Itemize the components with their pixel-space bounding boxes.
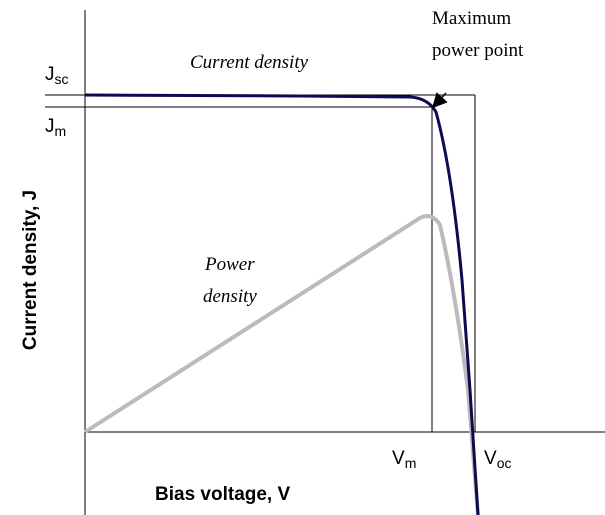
- jsc-label: Jsc: [45, 64, 69, 87]
- annotation: Power: [204, 254, 255, 275]
- y-axis-label: Current density, J: [20, 190, 41, 350]
- current-curve: [84, 93, 480, 515]
- x-axis-label: Bias voltage, V: [155, 484, 290, 505]
- label-sub: sc: [55, 71, 69, 87]
- mpp-arrow: [431, 92, 448, 109]
- label-main: V: [484, 448, 497, 469]
- voc-label: Voc: [484, 448, 511, 471]
- annotation: Maximum: [432, 8, 511, 29]
- annotation: power point: [432, 40, 524, 61]
- label-main: J: [45, 64, 55, 85]
- power-curve: [83, 214, 480, 515]
- vm-label: Vm: [392, 448, 416, 471]
- label-main: V: [392, 448, 405, 469]
- label-main: J: [45, 116, 55, 137]
- label-sub: m: [405, 455, 417, 471]
- annotation: Current density: [190, 52, 309, 73]
- label-sub: oc: [497, 455, 512, 471]
- annotation: density: [203, 286, 257, 307]
- label-sub: m: [55, 123, 67, 139]
- jm-label: Jm: [45, 116, 66, 139]
